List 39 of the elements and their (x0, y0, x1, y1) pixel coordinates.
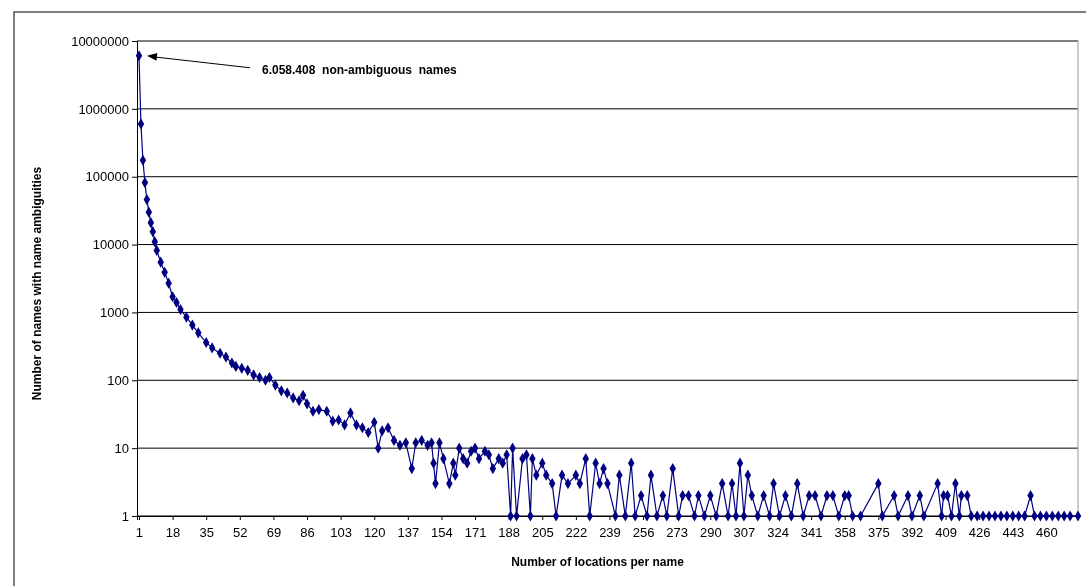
x-tick-label: 86 (300, 525, 315, 541)
x-tick-label: 35 (199, 525, 214, 541)
x-tick-label: 426 (968, 525, 991, 541)
y-tick-label: 1 (121, 508, 129, 524)
annotation: 6.058.408 non-ambiguous names (262, 62, 458, 77)
y-axis-title: Number of names with name ambiguities (30, 166, 44, 401)
x-tick-label: 69 (266, 525, 282, 541)
x-tick-label: 18 (165, 525, 181, 541)
y-tick-label: 100000 (85, 169, 129, 185)
x-tick-label: 409 (935, 525, 957, 541)
y-tick-label: 100 (107, 372, 129, 388)
x-tick-label: 154 (431, 525, 453, 541)
y-tick-label: 10000000 (71, 33, 129, 49)
x-tick-label: 205 (531, 525, 554, 541)
x-tick-label: 103 (330, 525, 352, 541)
x-tick-label: 120 (363, 525, 386, 541)
x-tick-label: 222 (565, 525, 588, 541)
y-tick-label: 10 (114, 440, 129, 456)
y-tick-label: 1000000 (78, 101, 129, 117)
x-tick-label: 341 (800, 525, 823, 541)
x-tick-label: 137 (397, 525, 420, 541)
x-tick-label: 239 (599, 525, 621, 541)
x-tick-label: 307 (733, 525, 756, 541)
y-tick-label: 10000 (92, 237, 129, 253)
x-tick-label: 273 (666, 525, 689, 541)
x-tick-label: 1 (135, 525, 144, 541)
x-tick-label: 392 (901, 525, 924, 541)
x-axis-title: Number of locations per name (511, 555, 685, 569)
x-tick-label: 52 (233, 525, 248, 541)
x-tick-label: 324 (767, 525, 789, 541)
y-tick-label: 1000 (100, 305, 129, 321)
x-tick-label: 375 (867, 525, 890, 541)
x-tick-label: 290 (699, 525, 722, 541)
x-tick-label: 460 (1036, 525, 1058, 541)
x-tick-label: 188 (498, 525, 521, 541)
x-tick-label: 256 (632, 525, 655, 541)
x-tick-label: 443 (1002, 525, 1025, 541)
x-tick-label: 171 (464, 525, 487, 541)
x-tick-label: 358 (834, 525, 857, 541)
